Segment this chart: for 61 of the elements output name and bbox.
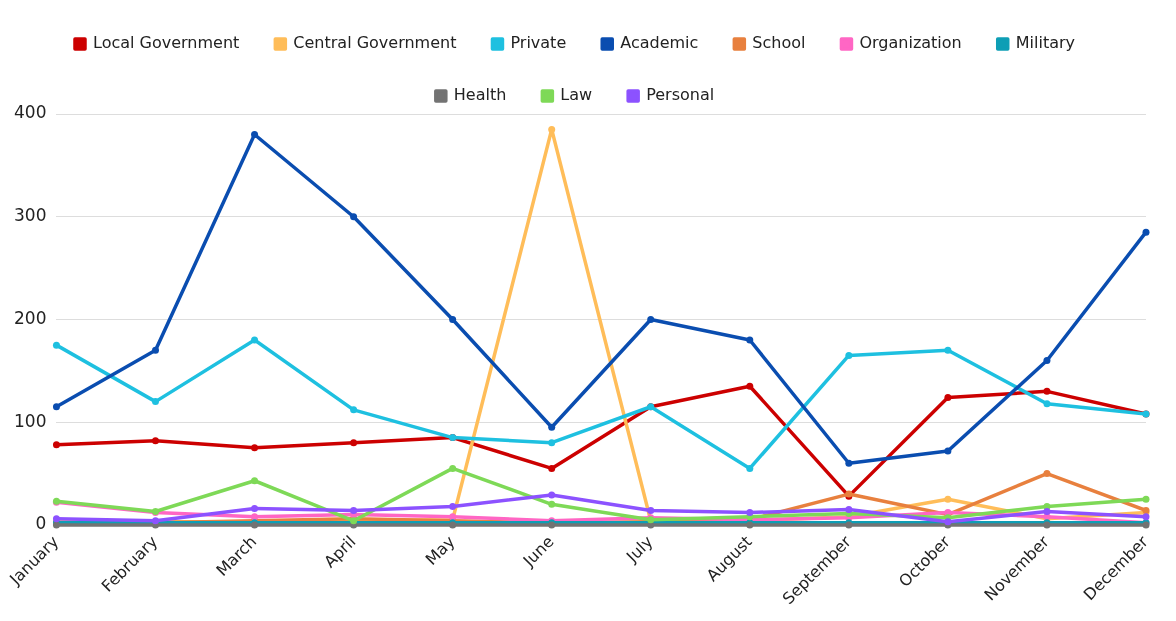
point <box>746 382 754 390</box>
point <box>944 495 952 503</box>
legend-label: Health <box>453 85 507 105</box>
legend-label: Local Government <box>93 33 240 53</box>
point <box>251 504 259 512</box>
point <box>944 394 952 402</box>
y-tick-label: 0 <box>35 513 47 534</box>
point <box>548 500 556 508</box>
point <box>746 509 754 517</box>
point <box>350 439 358 447</box>
legend-label: School <box>752 33 806 53</box>
point <box>746 336 754 344</box>
point <box>548 491 556 499</box>
point <box>52 403 60 411</box>
legend-label: Private <box>510 33 567 53</box>
point <box>449 502 457 510</box>
legend-label: Law <box>560 85 593 105</box>
point <box>52 341 60 349</box>
point <box>548 125 556 133</box>
point <box>350 213 358 221</box>
point <box>152 437 159 445</box>
point <box>152 398 159 406</box>
point <box>746 464 754 472</box>
point <box>1043 508 1051 516</box>
point <box>548 464 556 472</box>
point <box>251 477 259 485</box>
point <box>647 507 655 515</box>
point <box>548 439 556 447</box>
point <box>52 441 60 449</box>
y-tick-label: 400 <box>13 102 47 123</box>
point <box>449 315 457 323</box>
point <box>944 447 952 455</box>
legend-label: Central Government <box>293 33 457 53</box>
point <box>1142 513 1150 521</box>
point <box>845 459 853 467</box>
point <box>647 315 655 323</box>
legend-label: Personal <box>646 85 715 105</box>
point <box>548 423 556 431</box>
y-tick-label: 100 <box>13 410 47 431</box>
point <box>845 505 853 513</box>
point <box>152 346 159 354</box>
point <box>251 336 259 344</box>
point <box>251 513 259 521</box>
point <box>350 406 358 414</box>
point <box>1142 495 1150 503</box>
point <box>449 464 457 472</box>
point <box>845 351 853 359</box>
y-tick-label: 200 <box>13 307 47 328</box>
point <box>944 346 952 354</box>
point <box>1142 228 1150 236</box>
point <box>251 131 259 139</box>
point <box>350 507 358 515</box>
legend-label: Academic <box>620 33 699 53</box>
point <box>251 444 259 452</box>
point <box>1043 470 1051 478</box>
y-tick-label: 300 <box>13 205 47 226</box>
point <box>1043 357 1051 365</box>
point <box>1043 400 1051 408</box>
legend-label: Military <box>1015 33 1075 53</box>
legend-label: Organization <box>859 33 962 53</box>
point <box>1043 387 1051 395</box>
